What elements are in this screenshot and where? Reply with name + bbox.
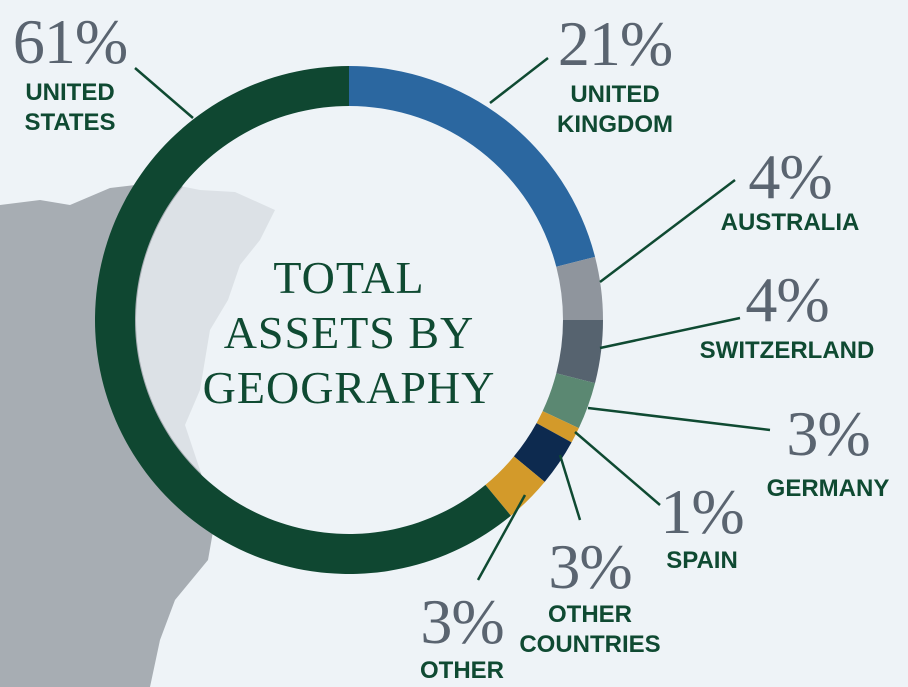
donut-segment <box>513 423 572 482</box>
category-label: OTHER COUNTRIES <box>519 601 661 658</box>
leader-line <box>599 179 736 283</box>
chart-title: TOTAL ASSETS BY GEOGRAPHY <box>202 252 496 413</box>
leader-line <box>558 454 582 521</box>
leader-line <box>599 316 741 350</box>
donut-segment <box>536 411 579 443</box>
category-label: OTHER <box>420 657 504 684</box>
donut-segment <box>485 456 545 516</box>
value-label: 3% <box>786 398 870 469</box>
category-label: UNITED STATES <box>24 79 116 136</box>
donut-segment <box>349 66 596 267</box>
category-label: AUSTRALIA <box>720 209 860 236</box>
donut-segment <box>556 320 603 384</box>
value-label: 3% <box>548 531 632 602</box>
donut-hole <box>136 107 562 533</box>
donut-segment <box>542 373 596 429</box>
category-label: UNITED KINGDOM <box>557 81 673 138</box>
leader-line <box>476 494 527 581</box>
value-label: 4% <box>745 264 829 335</box>
leader-line <box>134 67 194 119</box>
leader-line <box>574 431 661 506</box>
category-label: SPAIN <box>666 547 738 574</box>
donut-segment <box>95 66 511 574</box>
value-label: 1% <box>660 476 744 547</box>
leader-line <box>489 57 549 104</box>
category-label: GERMANY <box>766 475 890 502</box>
leader-line <box>587 406 771 432</box>
value-label: 4% <box>748 141 832 212</box>
value-label: 21% <box>557 8 673 79</box>
category-label: SWITZERLAND <box>699 337 875 364</box>
value-label: 3% <box>420 586 504 657</box>
value-label: 61% <box>12 6 128 77</box>
donut-segment <box>556 256 603 320</box>
